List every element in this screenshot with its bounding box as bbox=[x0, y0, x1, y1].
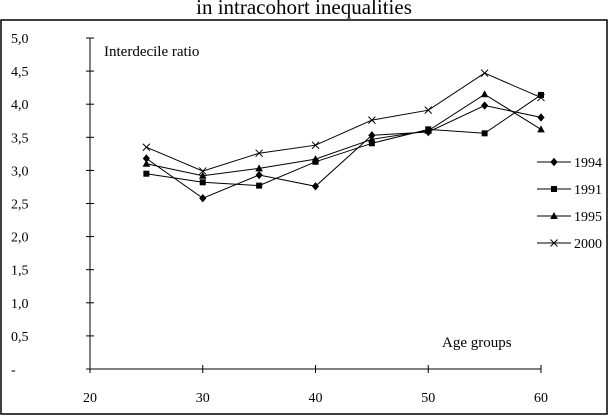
chart-title: in intracohort inequalities bbox=[196, 0, 412, 19]
y-tick-label: - bbox=[11, 363, 16, 378]
legend-label: 2000 bbox=[574, 237, 602, 252]
triangle-marker bbox=[311, 155, 320, 163]
y-tick-label: 5,0 bbox=[11, 32, 29, 47]
legend-entry: 2000 bbox=[537, 237, 602, 252]
square-marker bbox=[368, 140, 375, 147]
square-marker bbox=[199, 179, 206, 186]
x-marker bbox=[255, 149, 263, 158]
y-tick-label: 4,0 bbox=[11, 98, 29, 113]
y-tick-label: 0,5 bbox=[11, 330, 29, 345]
x-marker bbox=[537, 93, 545, 102]
legend-entry: 1994 bbox=[537, 156, 602, 171]
diamond-marker bbox=[142, 154, 150, 163]
series-line bbox=[146, 93, 542, 177]
axes: - 0,5 1,0 1,5 2,0 2,5 3,0 3,5 4,0 4,5 5,0 20 30 40 50 6… bbox=[11, 32, 548, 406]
x-marker bbox=[424, 106, 433, 115]
y-axis-label: Interdecile ratio bbox=[104, 44, 199, 60]
square-marker bbox=[481, 130, 488, 137]
y-tick-label: 4,5 bbox=[11, 65, 29, 80]
triangle-marker bbox=[198, 171, 207, 179]
series-line bbox=[146, 94, 542, 187]
y-tick-label: 2,0 bbox=[11, 231, 29, 246]
triangle-marker bbox=[537, 125, 545, 133]
legend-entry: 1995 bbox=[537, 210, 602, 225]
diamond-marker bbox=[550, 157, 558, 167]
x-marker-stroke bbox=[368, 116, 376, 124]
legend-label: 1995 bbox=[574, 210, 602, 225]
x-marker-stroke bbox=[537, 93, 545, 102]
y-tick-label: 1,5 bbox=[11, 264, 29, 279]
x-tick-label: 40 bbox=[309, 391, 323, 406]
x-marker bbox=[480, 69, 489, 77]
legend: 1994 1991 1995 2000 bbox=[537, 156, 602, 252]
x-marker bbox=[198, 167, 207, 175]
x-marker bbox=[368, 116, 376, 124]
series-1995 bbox=[142, 90, 545, 179]
x-axis-label: Age groups bbox=[442, 335, 512, 351]
y-tick-label: 3,5 bbox=[11, 131, 29, 146]
square-marker bbox=[256, 182, 263, 189]
x-tick-label: 20 bbox=[83, 391, 97, 406]
x-marker-stroke bbox=[142, 143, 151, 152]
square-marker bbox=[143, 170, 150, 177]
x-marker-stroke bbox=[311, 141, 320, 150]
diamond-marker bbox=[255, 170, 263, 180]
legend-label: 1994 bbox=[574, 156, 602, 171]
diamond-marker bbox=[199, 194, 207, 203]
x-marker-stroke bbox=[480, 69, 489, 77]
chart-frame bbox=[0, 19, 608, 415]
triangle-marker bbox=[480, 90, 489, 98]
square-marker bbox=[538, 91, 544, 98]
series-1994 bbox=[142, 101, 545, 203]
x-marker-stroke bbox=[424, 106, 433, 115]
x-marker-stroke bbox=[198, 167, 207, 175]
x-marker-stroke bbox=[255, 149, 263, 158]
series-line bbox=[146, 104, 542, 199]
diamond-marker bbox=[481, 101, 489, 110]
y-tick-label: 3,0 bbox=[11, 164, 29, 179]
x-tick-label: 30 bbox=[196, 391, 210, 406]
triangle-marker bbox=[550, 212, 558, 219]
triangle-marker bbox=[142, 159, 151, 167]
series-layer bbox=[142, 69, 545, 203]
x-marker bbox=[142, 143, 151, 152]
triangle-marker bbox=[255, 164, 263, 172]
x-tick-label: 60 bbox=[534, 391, 548, 406]
square-marker bbox=[551, 186, 557, 192]
x-marker bbox=[311, 141, 320, 150]
legend-entry: 1991 bbox=[537, 183, 602, 198]
x-marker bbox=[550, 239, 558, 247]
diamond-marker bbox=[537, 113, 545, 122]
series-line bbox=[146, 72, 542, 172]
triangle-marker bbox=[424, 126, 433, 134]
x-marker-stroke bbox=[550, 239, 558, 247]
diamond-marker bbox=[311, 182, 320, 191]
series-2000 bbox=[142, 69, 545, 175]
legend-label: 1991 bbox=[574, 183, 602, 198]
triangle-marker bbox=[368, 135, 376, 143]
x-tick-label: 50 bbox=[421, 391, 435, 406]
y-tick-label: 2,5 bbox=[11, 198, 29, 213]
y-tick-label: 1,0 bbox=[11, 297, 29, 312]
